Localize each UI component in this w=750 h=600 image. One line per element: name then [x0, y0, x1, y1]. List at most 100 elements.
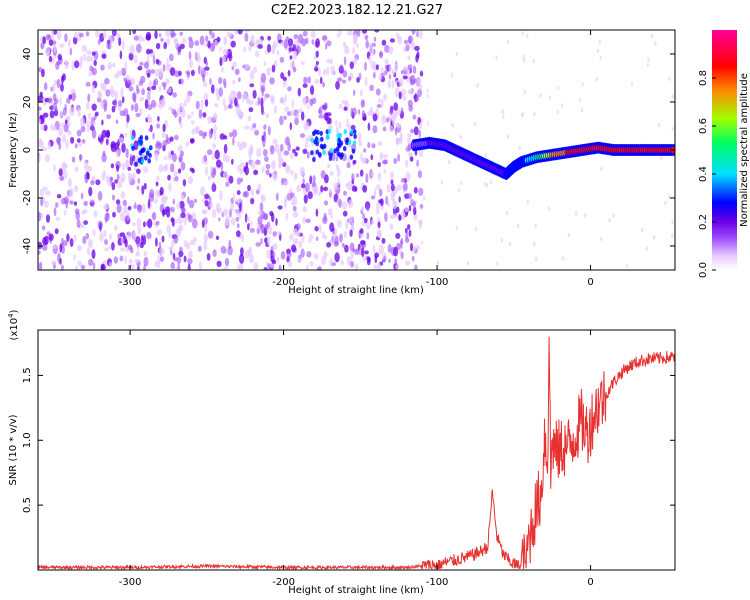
heatmap-noise-cell — [111, 30, 115, 35]
heatmap-noise-cell — [134, 202, 137, 210]
heatmap-noise-cell — [325, 43, 328, 50]
heatmap-noise-cell — [600, 166, 603, 171]
heatmap-noise-cell — [348, 76, 352, 82]
heatmap-noise-cell — [170, 32, 177, 37]
heatmap-noise-cell — [414, 149, 418, 156]
heatmap-noise-cell — [255, 242, 261, 247]
heatmap-noise-cell — [305, 218, 311, 223]
heatmap-noise-cell — [231, 158, 234, 165]
heatmap-noise-cell — [314, 78, 320, 84]
heatmap-noise-cell — [508, 241, 512, 247]
heatmap-noise-cell — [90, 123, 94, 131]
heatmap-noise-cell — [259, 202, 264, 212]
heatmap-noise-cell — [120, 191, 126, 199]
heatmap-noise-cell — [159, 256, 165, 262]
heatmap-noise-cell — [85, 81, 91, 87]
heatmap-noise-cell — [203, 233, 208, 243]
heatmap-noise-cell — [318, 114, 324, 119]
heatmap-noise-cell — [521, 31, 524, 36]
heatmap-noise-cell — [394, 258, 398, 265]
heatmap-noise-cell — [237, 30, 243, 35]
heatmap-noise-cell — [272, 138, 278, 145]
heatmap-noise-cell — [173, 234, 179, 244]
heatmap-noise-cell — [296, 223, 301, 231]
heatmap-noise-cell — [386, 185, 391, 193]
heatmap-noise-cell — [423, 195, 426, 201]
heatmap-noise-cell — [101, 129, 107, 138]
heatmap-noise-cell — [56, 30, 62, 40]
heatmap-noise-cell — [247, 184, 251, 192]
heatmap-noise-cell — [398, 91, 402, 100]
heatmap-noise-cell — [225, 216, 230, 226]
heatmap-noise-cell — [301, 111, 305, 121]
heatmap-noise-cell — [110, 89, 116, 98]
heatmap-noise-cell — [38, 153, 41, 163]
heatmap-noise-cell — [132, 172, 136, 180]
heatmap-noise-cell — [326, 66, 330, 76]
heatmap-noise-cell — [243, 46, 247, 53]
heatmap-noise-cell — [350, 261, 355, 268]
heatmap-noise-cell — [346, 255, 352, 266]
heatmap-noise-cell — [59, 43, 65, 48]
heatmap-noise-cell — [139, 107, 143, 115]
heatmap-noise-cell — [169, 136, 174, 142]
heatmap-noise-cell — [261, 166, 265, 174]
heatmap-noise-cell — [630, 82, 634, 87]
heatmap-noise-cell — [403, 182, 408, 192]
heatmap-noise-cell — [63, 209, 67, 216]
heatmap-noise-cell — [93, 210, 98, 218]
heatmap-noise-cell — [204, 71, 209, 77]
heatmap-blob-cell — [144, 155, 148, 161]
heatmap-y-tick-label: -40 — [22, 238, 33, 254]
heatmap-noise-cell — [177, 215, 183, 225]
heatmap-noise-cell — [219, 190, 223, 201]
heatmap-noise-cell — [48, 39, 54, 46]
heatmap-noise-cell — [93, 59, 97, 67]
heatmap-noise-cell — [62, 134, 66, 143]
heatmap-noise-cell — [271, 259, 277, 265]
heatmap-noise-cell — [81, 210, 86, 215]
heatmap-noise-cell — [132, 231, 137, 241]
heatmap-noise-cell — [121, 162, 126, 172]
heatmap-blob-cell — [310, 150, 314, 156]
heatmap-noise-cell — [106, 39, 110, 50]
heatmap-noise-cell — [381, 237, 386, 244]
heatmap-noise-cell — [305, 264, 309, 270]
heatmap-noise-cell — [409, 156, 414, 162]
heatmap-noise-cell — [418, 221, 423, 229]
heatmap-noise-cell — [48, 233, 54, 241]
heatmap-blob-cell — [315, 141, 320, 147]
heatmap-noise-cell — [212, 143, 216, 149]
heatmap-noise-cell — [158, 164, 164, 173]
heatmap-noise-cell — [94, 30, 101, 37]
heatmap-y-tick-label: -20 — [22, 190, 33, 206]
heatmap-noise-cell — [397, 35, 403, 45]
snr-series-line — [38, 336, 675, 570]
heatmap-noise-cell — [155, 181, 159, 187]
heatmap-noise-cell — [53, 207, 57, 217]
heatmap-noise-cell — [127, 166, 131, 171]
heatmap-noise-cell — [322, 68, 328, 76]
heatmap-noise-cell — [249, 83, 255, 88]
heatmap-noise-cell — [265, 169, 270, 176]
heatmap-noise-cell — [92, 262, 96, 270]
heatmap-noise-cell — [372, 113, 378, 122]
heatmap-noise-cell — [211, 154, 215, 161]
heatmap-noise-cell — [440, 180, 443, 185]
heatmap-noise-cell — [249, 227, 255, 233]
heatmap-noise-cell — [104, 212, 110, 222]
heatmap-noise-cell — [362, 213, 365, 220]
heatmap-noise-cell — [352, 159, 357, 165]
heatmap-noise-cell — [280, 72, 285, 79]
heatmap-noise-cell — [595, 77, 598, 82]
heatmap-noise-cell — [393, 158, 398, 165]
heatmap-noise-cell — [187, 266, 192, 270]
heatmap-noise-cell — [377, 262, 381, 270]
heatmap-noise-cell — [307, 76, 312, 84]
heatmap-blob-cell — [329, 151, 333, 158]
heatmap-noise-cell — [202, 81, 208, 88]
heatmap-noise-cell — [375, 88, 381, 96]
heatmap-noise-cell — [521, 112, 524, 117]
heatmap-noise-cell — [416, 30, 419, 38]
heatmap-noise-cell — [100, 99, 104, 109]
